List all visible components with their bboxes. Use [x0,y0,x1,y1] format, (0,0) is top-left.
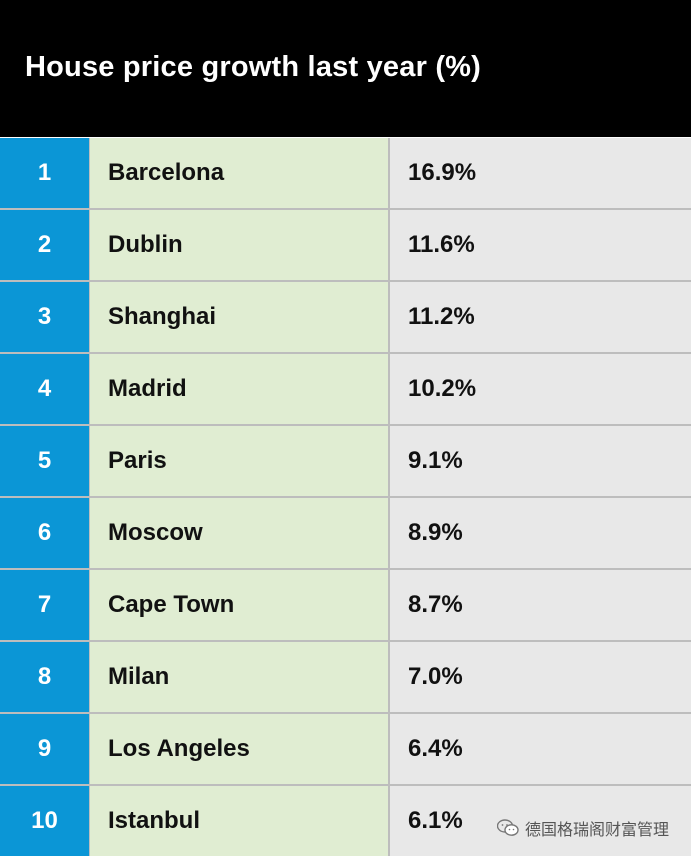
rank-cell: 1 [0,138,89,208]
table-row: 7 Cape Town 8.7% [0,570,691,640]
table-row: 5 Paris 9.1% [0,426,691,496]
ranking-table: 1 Barcelona 16.9% 2 Dublin 11.6% 3 Shanghai 11.2… [0,138,691,856]
table-row: 1 Barcelona 16.9% [0,138,691,208]
rank-cell: 5 [0,426,89,496]
rank-cell: 7 [0,570,89,640]
watermark-text: 德国格瑞阁财富管理 [524,822,669,839]
city-cell: Madrid [90,354,388,424]
growth-value-cell: 10.2% [390,354,691,424]
growth-value-cell: 16.9% [390,138,691,208]
growth-value-cell: 6.4% [390,714,691,784]
table-row: 8 Milan 7.0% [0,642,691,712]
table-row: 2 Dublin 11.6% [0,210,691,280]
table-row: 10 Istanbul 6.1% [0,786,691,856]
table-row: 9 Los Angeles 6.4% [0,714,691,784]
table-row: 6 Moscow 8.9% [0,498,691,568]
growth-value-cell: 7.0% [390,642,691,712]
rank-cell: 2 [0,210,89,280]
city-cell: Dublin [90,210,388,280]
rank-cell: 4 [0,354,89,424]
growth-value-cell: 11.2% [390,282,691,352]
city-cell: Barcelona [90,138,388,208]
rank-cell: 10 [0,786,89,856]
growth-value-cell: 11.6% [390,210,691,280]
city-cell: Shanghai [90,282,388,352]
rank-cell: 6 [0,498,89,568]
wechat-icon [496,819,519,836]
city-cell: Paris [90,426,388,496]
page-title: House price growth last year (%) [25,51,482,83]
table-row: 4 Madrid 10.2% [0,354,691,424]
city-cell: Cape Town [90,570,388,640]
table-row: 3 Shanghai 11.2% [0,282,691,352]
rank-cell: 9 [0,714,89,784]
growth-value-cell: 8.9% [390,498,691,568]
growth-value-cell: 9.1% [390,426,691,496]
city-cell: Los Angeles [90,714,388,784]
table-header: House price growth last year (%) [0,0,691,137]
city-cell: Moscow [90,498,388,568]
city-cell: Istanbul [90,786,388,856]
watermark: 德国格瑞阁财富管理 [496,816,669,840]
rank-cell: 8 [0,642,89,712]
growth-value-cell: 6.1% [390,786,691,856]
growth-value-cell: 8.7% [390,570,691,640]
rank-cell: 3 [0,282,89,352]
city-cell: Milan [90,642,388,712]
